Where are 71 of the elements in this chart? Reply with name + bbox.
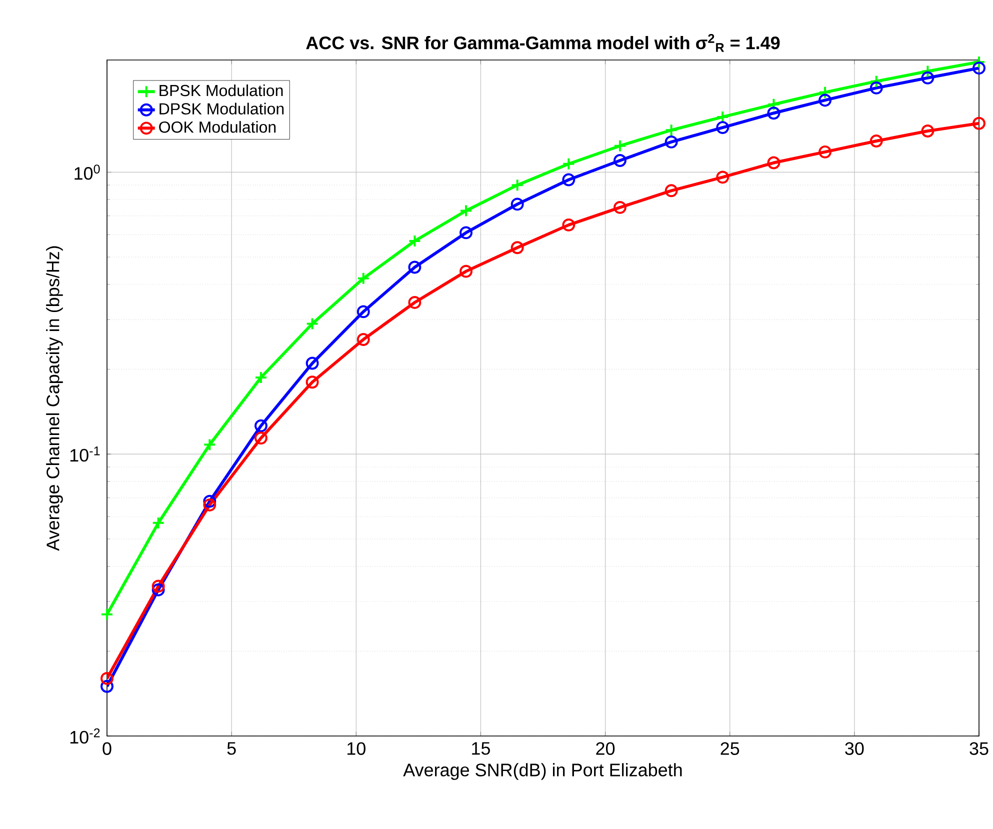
chart-title: ACC vs. SNR for Gamma-Gamma model with σ$^{2}$$_{R}$ = 1.49 [306, 34, 780, 52]
x-tick-label: 30 [845, 742, 864, 755]
x-tick-label: 10 [348, 742, 366, 755]
point [921, 124, 934, 138]
x-tick-label: 0 [102, 742, 112, 755]
point [356, 333, 370, 346]
point [870, 81, 883, 94]
point [408, 296, 422, 309]
point [716, 110, 730, 124]
point [152, 580, 165, 593]
point [152, 516, 165, 530]
point [510, 178, 524, 192]
point [818, 145, 832, 158]
y-tick-label: 10$^{-2}$ [70, 728, 100, 744]
point [100, 608, 114, 621]
point [100, 680, 114, 693]
point [460, 204, 472, 218]
point [614, 154, 626, 167]
x-tick-label: 25 [720, 742, 740, 755]
point [306, 376, 319, 389]
x-tick-label: 15 [472, 742, 490, 755]
point [408, 260, 422, 274]
x-tick-label: 35 [970, 742, 988, 755]
point [356, 272, 370, 285]
legend-label: BPSK Modulation [160, 84, 283, 96]
point [767, 106, 780, 120]
point [203, 438, 216, 452]
point [716, 170, 730, 184]
y-axis-title: Average Channel Capacity in (bps/Hz) [46, 246, 63, 551]
point [100, 672, 114, 685]
point [152, 583, 165, 596]
point [870, 74, 883, 88]
point [306, 317, 319, 330]
point [510, 241, 524, 254]
point [716, 121, 730, 134]
point [254, 432, 268, 445]
point [562, 218, 576, 232]
point [510, 198, 524, 211]
x-axis-title: Average SNR(dB) in Port Elizabeth [403, 763, 682, 780]
point [664, 124, 678, 137]
point [767, 98, 780, 111]
point [254, 370, 268, 384]
point [408, 234, 422, 248]
point [460, 264, 472, 278]
point [306, 356, 319, 370]
x-tick-label: 5 [227, 742, 236, 755]
point [562, 173, 576, 186]
point [818, 94, 832, 107]
x-tick-label: 20 [596, 742, 615, 755]
point [818, 86, 832, 99]
point [972, 116, 986, 130]
y-tick-label: 10$^{0}$ [74, 164, 100, 180]
point [870, 134, 883, 148]
point [203, 498, 216, 512]
point [767, 156, 780, 170]
point [972, 55, 986, 68]
point [972, 62, 986, 75]
point [460, 226, 472, 240]
point [664, 184, 678, 198]
point [921, 64, 934, 78]
point [664, 135, 678, 148]
point [356, 305, 370, 318]
legend-label: DPSK Modulation [160, 102, 284, 114]
point [921, 71, 934, 84]
point [203, 494, 216, 508]
y-tick-label: 10$^{-1}$ [70, 446, 100, 462]
legend-label: OOK Modulation [159, 121, 276, 133]
point [562, 157, 576, 170]
point [254, 419, 268, 432]
point [614, 200, 626, 214]
point [614, 139, 626, 152]
